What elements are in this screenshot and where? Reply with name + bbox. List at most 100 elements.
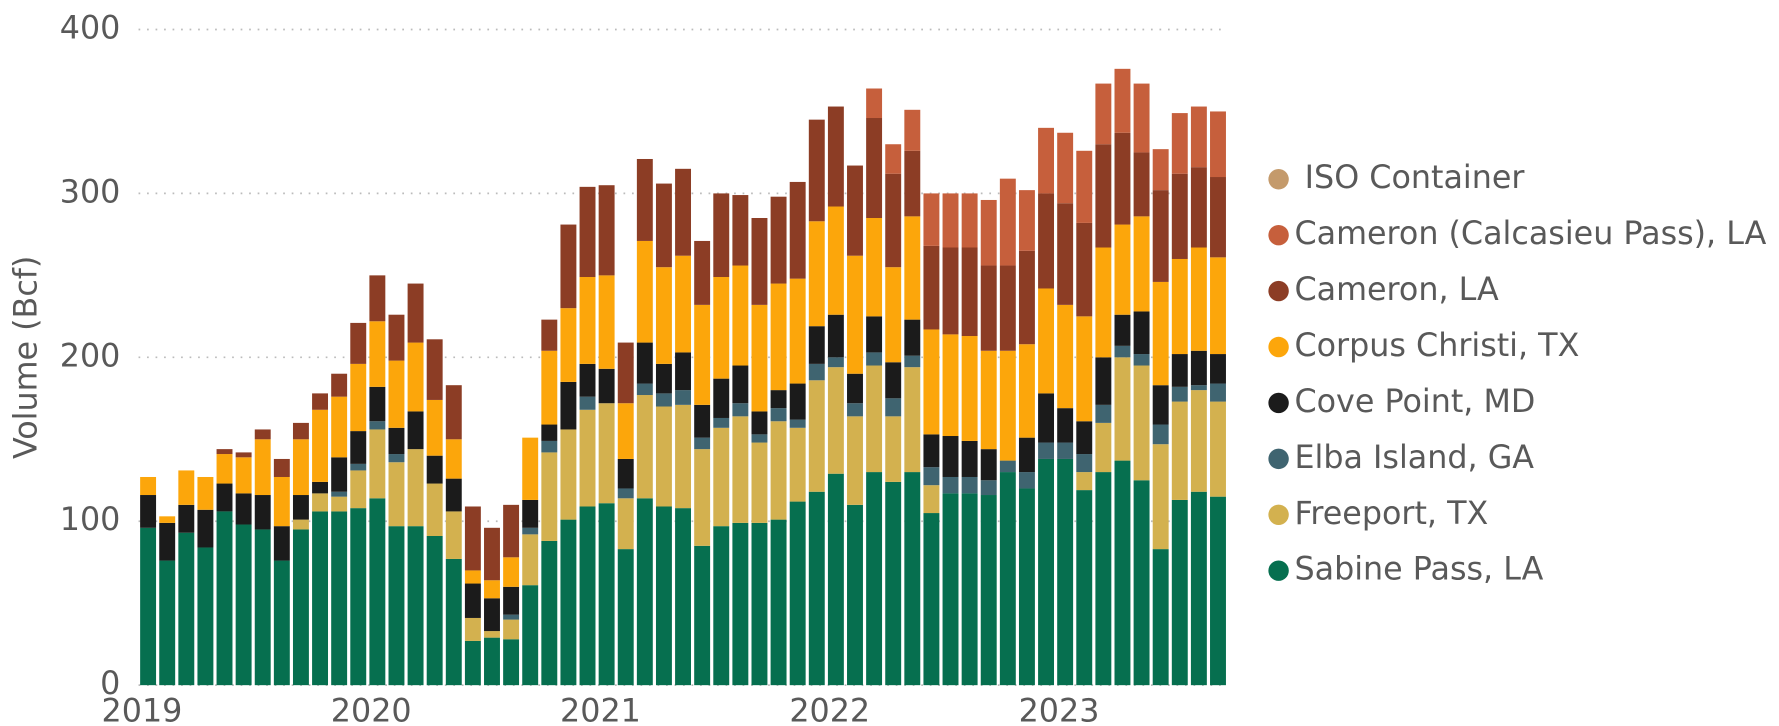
bar-segment bbox=[1171, 499, 1188, 686]
bar-segment bbox=[1210, 111, 1226, 178]
bar-segment bbox=[598, 403, 615, 504]
bar-segment bbox=[1152, 281, 1169, 386]
bar-segment bbox=[312, 393, 329, 410]
bar-segment bbox=[1152, 385, 1169, 425]
bar-segment bbox=[1171, 173, 1188, 259]
bar-segment bbox=[866, 316, 883, 353]
bar-segment bbox=[808, 380, 825, 492]
bar-segment bbox=[388, 454, 405, 463]
bar-segment bbox=[789, 419, 806, 428]
bar-segment bbox=[464, 617, 481, 641]
y-tick-label: 400 bbox=[60, 10, 121, 46]
bar-segment bbox=[312, 493, 329, 512]
bar-segment bbox=[273, 526, 290, 561]
bar-segment bbox=[866, 118, 883, 218]
bar-segment bbox=[751, 217, 768, 305]
bar-segment bbox=[484, 580, 500, 599]
bar-segment bbox=[808, 491, 825, 686]
bar-segment bbox=[350, 508, 367, 686]
bar-segment bbox=[866, 88, 883, 119]
bar-segment bbox=[866, 365, 883, 473]
bar-segment bbox=[407, 526, 424, 686]
bar-segment bbox=[1171, 354, 1188, 387]
bar-segment bbox=[445, 385, 462, 440]
legend-marker bbox=[1268, 336, 1289, 358]
bar-segment bbox=[197, 476, 214, 510]
bar-segment bbox=[885, 481, 902, 686]
bar-segment bbox=[503, 504, 520, 558]
bar-segment bbox=[636, 395, 653, 499]
bar-segment bbox=[923, 245, 940, 330]
bar-segment bbox=[369, 498, 386, 686]
bar-segment bbox=[350, 431, 367, 464]
bar-segment bbox=[694, 240, 711, 305]
bar-segment bbox=[331, 457, 348, 492]
bar-segment bbox=[1018, 190, 1035, 251]
bar-segment bbox=[388, 427, 405, 455]
bar-segment bbox=[292, 439, 309, 496]
bar-segment bbox=[713, 526, 730, 686]
bar-segment bbox=[847, 255, 863, 374]
bar-segment bbox=[847, 165, 863, 256]
bar-segment bbox=[961, 440, 978, 477]
bar-segment bbox=[426, 483, 443, 536]
bar-segment bbox=[847, 416, 863, 505]
bar-segment bbox=[1133, 354, 1150, 366]
bar-segment bbox=[808, 119, 825, 222]
bar-segment bbox=[598, 503, 615, 686]
bar-segment bbox=[1210, 401, 1226, 497]
bar-segment bbox=[541, 350, 558, 425]
bar-segment bbox=[426, 399, 443, 456]
bar-segment bbox=[1095, 144, 1112, 248]
bar-segment bbox=[980, 265, 997, 351]
bar-segment bbox=[789, 278, 806, 384]
bar-segment bbox=[1018, 250, 1035, 345]
bar-segment bbox=[484, 631, 500, 638]
bar-segment bbox=[713, 417, 730, 428]
bar-segment bbox=[885, 144, 902, 174]
bar-segment bbox=[312, 481, 329, 494]
bar-segment bbox=[694, 404, 711, 438]
bar-segment bbox=[904, 109, 921, 151]
bar-segment bbox=[1171, 113, 1188, 174]
bar-segment bbox=[694, 545, 711, 686]
bar-segment bbox=[827, 473, 844, 686]
bar-segment bbox=[464, 640, 481, 686]
bar-segment bbox=[732, 522, 749, 686]
legend-marker bbox=[1268, 224, 1289, 246]
bar-segment bbox=[885, 398, 902, 417]
bar-segment bbox=[292, 519, 309, 530]
bar-segment bbox=[866, 217, 883, 317]
bar-segment bbox=[713, 378, 730, 418]
bar-segment bbox=[445, 478, 462, 512]
bar-segment bbox=[560, 429, 577, 520]
bar-segment bbox=[350, 463, 367, 471]
bar-segment bbox=[827, 357, 844, 368]
bar-segment bbox=[942, 247, 959, 335]
bar-segment bbox=[503, 614, 520, 620]
bar-segment bbox=[713, 193, 730, 278]
y-tick-label: 200 bbox=[60, 338, 121, 374]
bar-segment bbox=[923, 513, 940, 686]
bar-segment bbox=[464, 506, 481, 571]
bar-segment bbox=[369, 386, 386, 422]
bar-segment bbox=[1018, 488, 1035, 686]
bar-segment bbox=[923, 193, 940, 246]
bar-segment bbox=[694, 304, 711, 405]
bar-segment bbox=[961, 476, 978, 494]
bar-segment bbox=[827, 106, 844, 207]
legend-marker bbox=[1268, 169, 1289, 190]
bar-segment bbox=[1190, 106, 1207, 168]
bar-segment bbox=[426, 455, 443, 484]
bar-segment bbox=[369, 429, 386, 499]
bar-segment bbox=[1190, 491, 1207, 686]
bar-segment bbox=[1095, 247, 1112, 358]
bar-segment bbox=[789, 427, 806, 502]
bar-segment bbox=[1152, 190, 1169, 282]
bar-segment bbox=[1057, 442, 1074, 459]
bar-segment bbox=[1076, 490, 1093, 686]
bar-segment bbox=[694, 437, 711, 450]
bar-segment bbox=[407, 342, 424, 412]
bar-segment bbox=[235, 493, 252, 525]
